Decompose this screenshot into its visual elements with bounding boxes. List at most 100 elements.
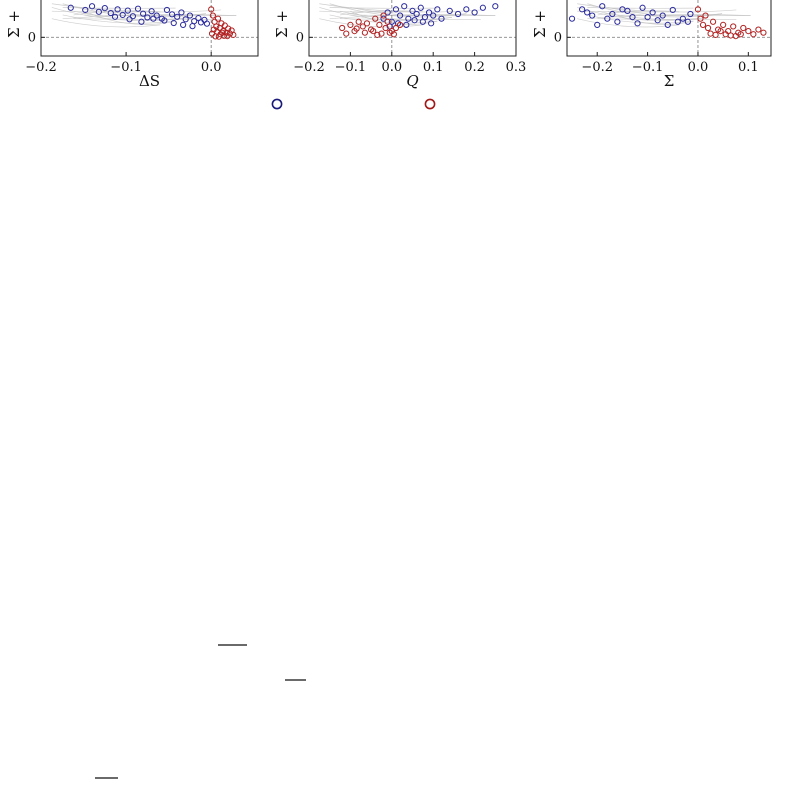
data-point bbox=[624, 7, 631, 14]
data-point bbox=[140, 10, 147, 17]
data-point bbox=[403, 21, 410, 28]
data-point bbox=[684, 18, 691, 25]
data-point bbox=[189, 23, 196, 30]
data-point bbox=[594, 21, 601, 28]
x-tick-label: 0.1 bbox=[738, 60, 759, 75]
data-point bbox=[634, 20, 641, 27]
data-point bbox=[712, 31, 719, 38]
data-point bbox=[203, 20, 211, 27]
y-tick-label: 0 bbox=[296, 30, 304, 45]
data-point bbox=[380, 12, 387, 19]
data-point bbox=[214, 15, 222, 22]
data-point bbox=[702, 12, 709, 19]
data-point bbox=[704, 24, 712, 32]
data-point bbox=[168, 11, 176, 18]
data-point bbox=[148, 8, 155, 15]
data-point bbox=[376, 21, 383, 28]
data-point bbox=[126, 16, 133, 23]
data-point bbox=[374, 31, 381, 38]
data-point bbox=[730, 23, 737, 30]
data-point bbox=[163, 6, 171, 14]
data-point bbox=[409, 7, 416, 14]
data-point bbox=[138, 18, 145, 25]
data-point bbox=[396, 21, 404, 28]
data-point bbox=[629, 14, 636, 21]
data-point bbox=[584, 9, 591, 16]
data-point bbox=[361, 29, 368, 36]
data-point bbox=[446, 7, 453, 14]
x-tick-label: 0.0 bbox=[688, 60, 709, 75]
axes-frame bbox=[40, 0, 259, 57]
data-point bbox=[107, 9, 114, 17]
data-point bbox=[153, 12, 160, 19]
trajectory-line bbox=[577, 18, 680, 28]
data-point bbox=[353, 25, 360, 32]
data-point bbox=[134, 5, 142, 12]
data-point bbox=[209, 12, 216, 19]
x-axis-label: Q bbox=[406, 72, 418, 90]
data-point bbox=[463, 6, 470, 13]
legend bbox=[271, 98, 436, 110]
data-point bbox=[215, 33, 222, 40]
data-point bbox=[699, 21, 707, 28]
data-point bbox=[438, 15, 445, 22]
data-point bbox=[208, 6, 215, 13]
data-point bbox=[654, 17, 661, 24]
plot-area bbox=[41, 0, 258, 56]
data-point bbox=[411, 17, 418, 24]
data-point bbox=[745, 28, 752, 35]
data-point bbox=[750, 31, 757, 38]
trajectory-line bbox=[62, 14, 176, 24]
stray-marks bbox=[95, 644, 306, 779]
data-point bbox=[425, 9, 433, 16]
data-point bbox=[370, 28, 377, 35]
data-point bbox=[740, 24, 747, 32]
data-point bbox=[664, 21, 671, 28]
data-point bbox=[355, 18, 362, 25]
data-point bbox=[430, 12, 437, 19]
data-point bbox=[707, 30, 714, 37]
data-point bbox=[479, 4, 486, 11]
data-point bbox=[114, 6, 121, 13]
x-tick-label: −0.1 bbox=[110, 60, 142, 75]
data-point bbox=[343, 30, 350, 37]
plot-area bbox=[567, 0, 771, 56]
trajectory-line bbox=[329, 14, 438, 24]
data-point bbox=[709, 18, 717, 25]
data-point bbox=[434, 6, 441, 13]
trajectory-line bbox=[597, 10, 680, 16]
data-point bbox=[390, 31, 397, 38]
data-point bbox=[359, 23, 366, 30]
data-point bbox=[378, 30, 385, 37]
data-point bbox=[413, 10, 420, 18]
legend-marker bbox=[424, 98, 436, 110]
trajectory-line bbox=[587, 14, 751, 20]
x-axis-label: Σ bbox=[664, 72, 675, 90]
data-point bbox=[180, 21, 187, 28]
data-point bbox=[674, 18, 681, 25]
data-point bbox=[428, 20, 435, 27]
data-point bbox=[568, 15, 576, 22]
data-point bbox=[720, 21, 727, 28]
subplots: −0.2 −0.1 0.0 0 ΔS Σ + −0.2 −0.1 0.0 0.1 0.2 0.3 0 Q Σ… bbox=[5, 0, 772, 90]
subplot-3: −0.2 −0.1 0.0 0.1 0 Σ Σ + bbox=[531, 0, 772, 90]
data-point bbox=[230, 31, 237, 38]
trajectory-line bbox=[73, 18, 222, 20]
data-point bbox=[649, 9, 656, 16]
data-point bbox=[186, 12, 194, 19]
data-point bbox=[212, 33, 219, 40]
data-point bbox=[679, 15, 686, 22]
x-tick-label: 0.0 bbox=[201, 60, 222, 75]
data-point bbox=[604, 15, 611, 22]
data-point bbox=[599, 3, 606, 10]
data-point bbox=[471, 9, 478, 16]
data-point bbox=[639, 4, 646, 11]
data-point bbox=[737, 31, 744, 38]
x-tick-label: −0.1 bbox=[335, 60, 367, 75]
trajectory-line bbox=[577, 10, 680, 13]
data-point bbox=[178, 9, 185, 16]
data-point bbox=[363, 20, 371, 27]
data-point bbox=[67, 4, 74, 11]
data-point bbox=[717, 28, 724, 35]
data-point bbox=[609, 10, 616, 18]
